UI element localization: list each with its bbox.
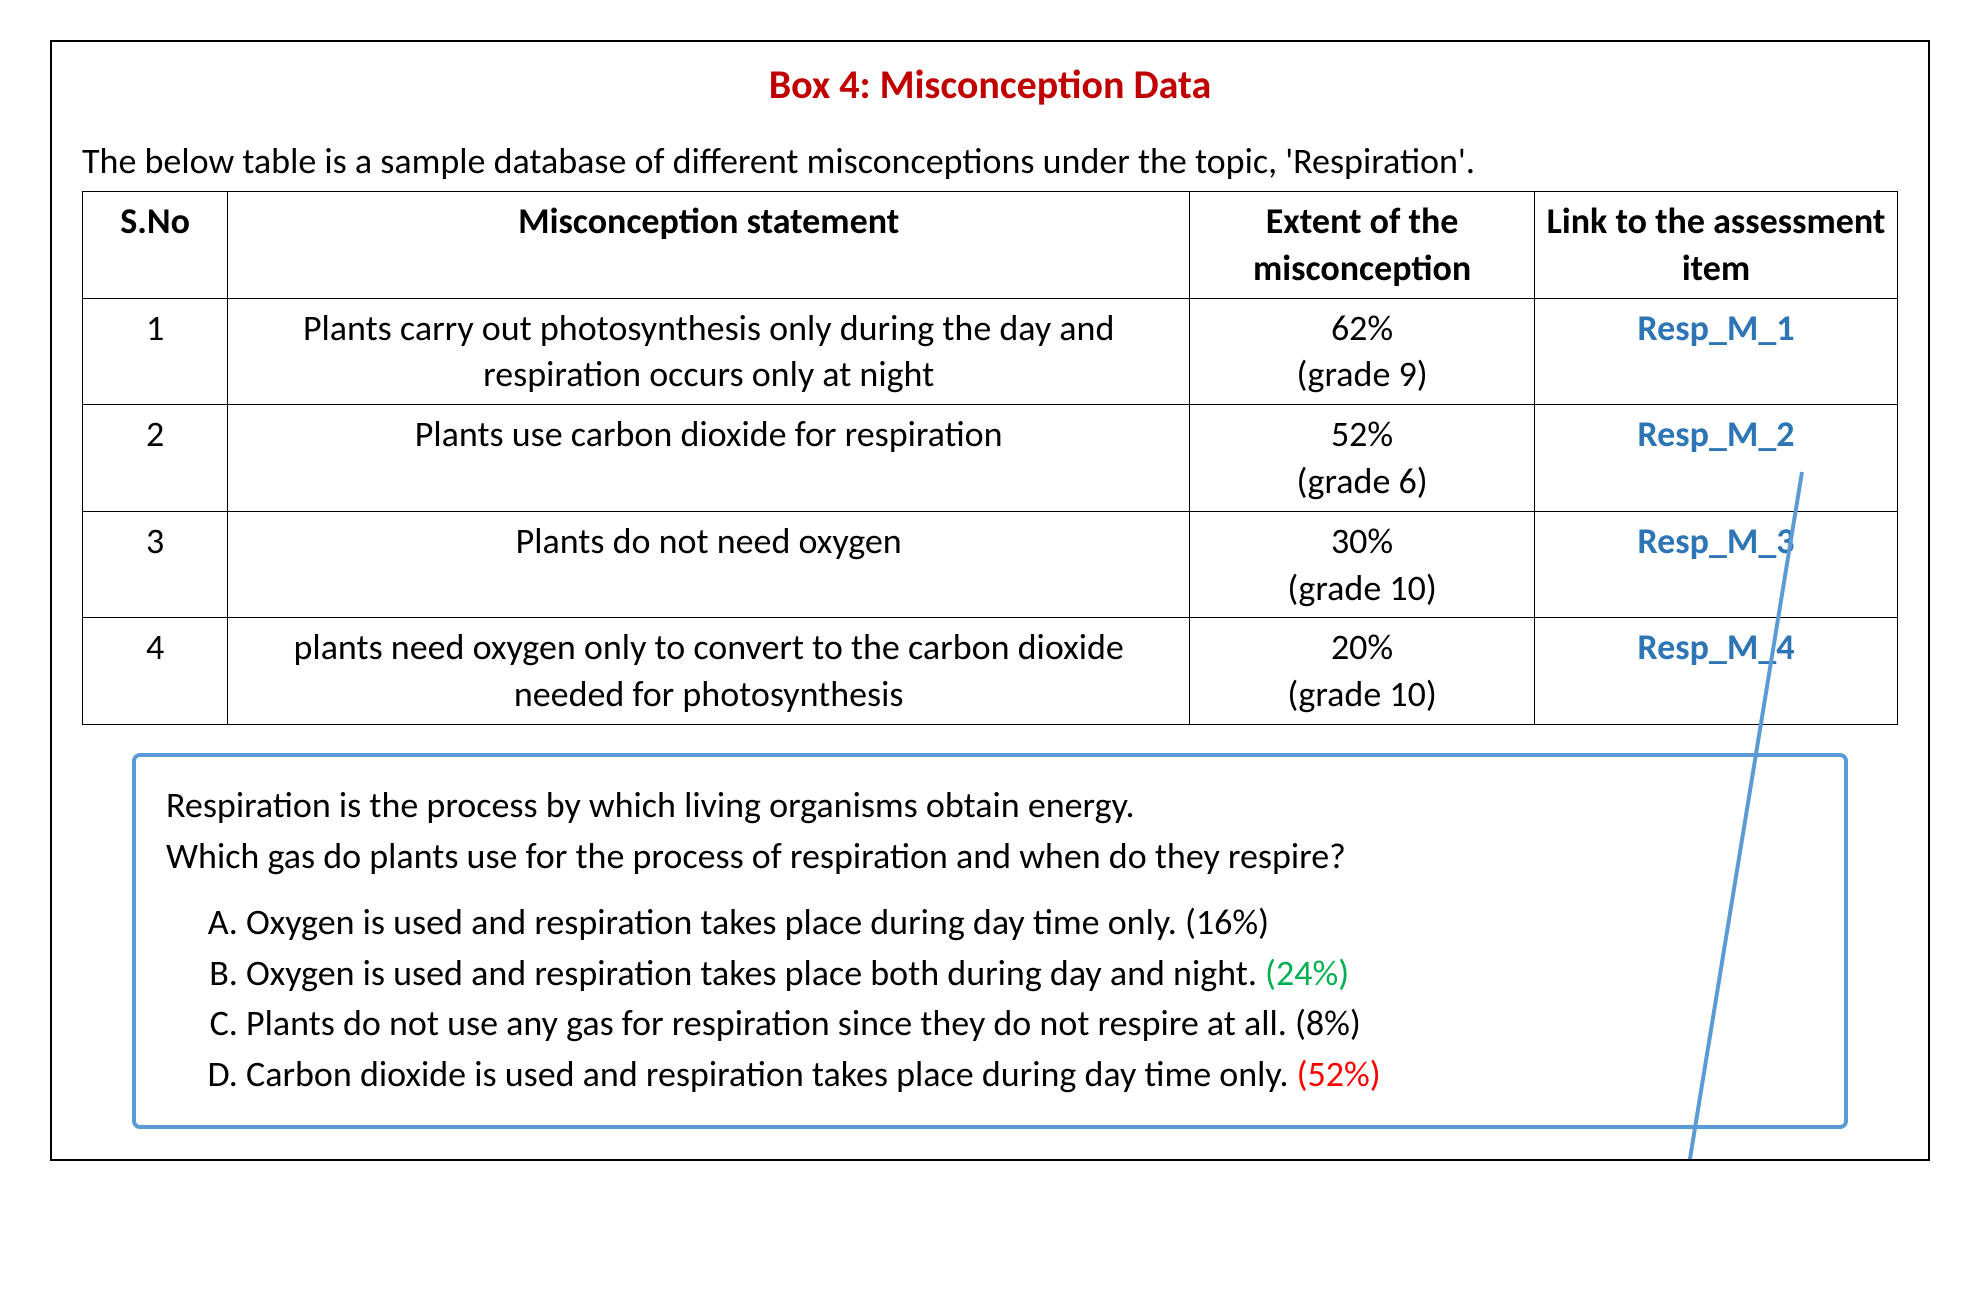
- option-pct: (24%): [1265, 951, 1349, 995]
- option-pct: (52%): [1297, 1052, 1381, 1096]
- cell-statement: Plants use carbon dioxide for respiratio…: [228, 405, 1190, 512]
- option-text: Carbon dioxide is used and respiration t…: [246, 1052, 1288, 1096]
- extent-grade: (grade 9): [1296, 352, 1427, 396]
- col-stmt: Misconception statement: [228, 192, 1190, 299]
- extent-pct: 30%: [1331, 519, 1393, 563]
- col-ext: Extent of the misconception: [1190, 192, 1535, 299]
- option-d: Carbon dioxide is used and respiration t…: [246, 1050, 1814, 1099]
- stem-line: Which gas do plants use for the process …: [166, 832, 1814, 881]
- assessment-link[interactable]: Resp_M_1: [1637, 306, 1794, 350]
- stem-line: Respiration is the process by which livi…: [166, 781, 1814, 830]
- question-stem: Respiration is the process by which livi…: [166, 781, 1814, 880]
- option-b: Oxygen is used and respiration takes pla…: [246, 949, 1814, 998]
- assessment-link[interactable]: Resp_M_2: [1637, 412, 1794, 456]
- option-pct: (8%): [1295, 1001, 1361, 1045]
- option-text: Oxygen is used and respiration takes pla…: [246, 951, 1257, 995]
- table-row: 4 plants need oxygen only to convert to …: [83, 618, 1898, 725]
- col-sno: S.No: [83, 192, 228, 299]
- extent-pct: 52%: [1331, 412, 1393, 456]
- misconception-table: S.No Misconception statement Extent of t…: [82, 191, 1898, 725]
- option-text: Plants do not use any gas for respiratio…: [246, 1001, 1287, 1045]
- cell-extent: 20% (grade 10): [1190, 618, 1535, 725]
- option-text: Oxygen is used and respiration takes pla…: [246, 900, 1177, 944]
- cell-statement: Plants do not need oxygen: [228, 511, 1190, 618]
- box-container: Box 4: Misconception Data The below tabl…: [50, 40, 1930, 1161]
- cell-statement: Plants carry out photosynthesis only dur…: [228, 298, 1190, 405]
- assessment-callout: Respiration is the process by which livi…: [132, 753, 1848, 1129]
- cell-link[interactable]: Resp_M_2: [1534, 405, 1897, 512]
- assessment-link[interactable]: Resp_M_4: [1637, 625, 1794, 669]
- assessment-link[interactable]: Resp_M_3: [1637, 519, 1794, 563]
- extent-pct: 20%: [1331, 625, 1393, 669]
- cell-extent: 52% (grade 6): [1190, 405, 1535, 512]
- intro-text: The below table is a sample database of …: [82, 139, 1898, 183]
- box-title: Box 4: Misconception Data: [82, 60, 1898, 109]
- option-pct: (16%): [1185, 900, 1269, 944]
- cell-extent: 30% (grade 10): [1190, 511, 1535, 618]
- col-link: Link to the assessment item: [1534, 192, 1897, 299]
- table-header-row: S.No Misconception statement Extent of t…: [83, 192, 1898, 299]
- table-row: 3 Plants do not need oxygen 30% (grade 1…: [83, 511, 1898, 618]
- extent-grade: (grade 6): [1296, 459, 1427, 503]
- cell-link[interactable]: Resp_M_4: [1534, 618, 1897, 725]
- cell-statement: plants need oxygen only to convert to th…: [228, 618, 1190, 725]
- cell-sno: 1: [83, 298, 228, 405]
- extent-grade: (grade 10): [1287, 566, 1436, 610]
- table-row: 2 Plants use carbon dioxide for respirat…: [83, 405, 1898, 512]
- cell-extent: 62% (grade 9): [1190, 298, 1535, 405]
- options-list: Oxygen is used and respiration takes pla…: [196, 898, 1814, 1098]
- cell-link[interactable]: Resp_M_3: [1534, 511, 1897, 618]
- option-c: Plants do not use any gas for respiratio…: [246, 999, 1814, 1048]
- extent-pct: 62%: [1331, 306, 1393, 350]
- cell-sno: 2: [83, 405, 228, 512]
- extent-grade: (grade 10): [1287, 672, 1436, 716]
- cell-link[interactable]: Resp_M_1: [1534, 298, 1897, 405]
- option-a: Oxygen is used and respiration takes pla…: [246, 898, 1814, 947]
- table-row: 1 Plants carry out photosynthesis only d…: [83, 298, 1898, 405]
- cell-sno: 4: [83, 618, 228, 725]
- cell-sno: 3: [83, 511, 228, 618]
